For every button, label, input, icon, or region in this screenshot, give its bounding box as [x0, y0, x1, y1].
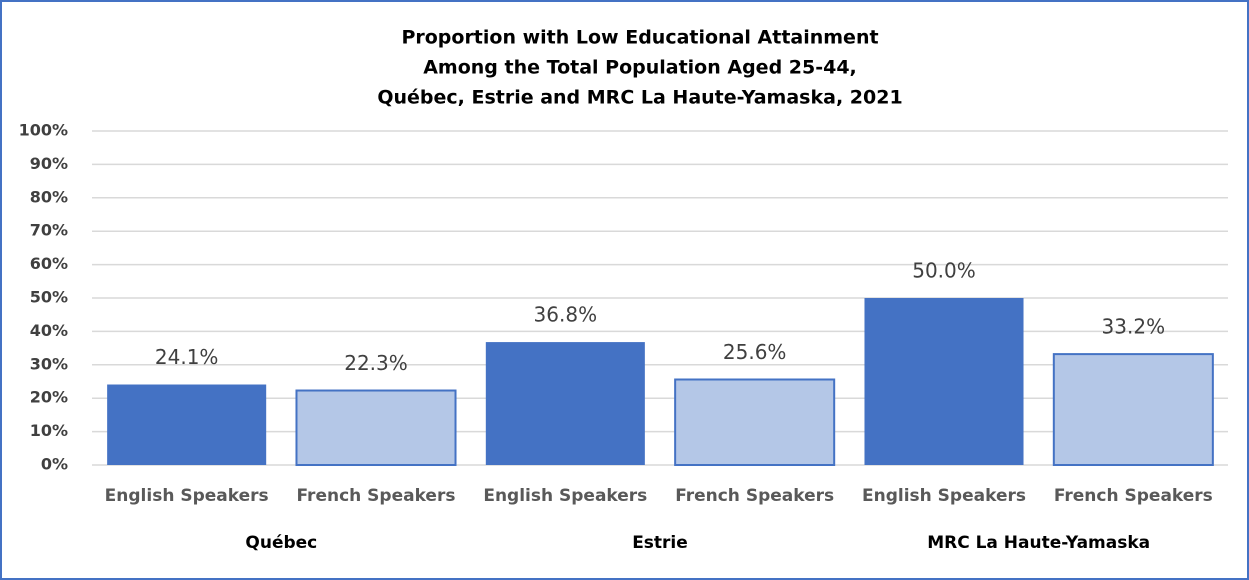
group-label: Québec — [245, 533, 317, 553]
data-label: 33.2% — [1102, 315, 1166, 339]
bar — [295, 389, 457, 467]
y-tick-label: 80% — [30, 187, 68, 206]
group-label: MRC La Haute-Yamaska — [927, 533, 1150, 553]
y-tick-label: 50% — [30, 288, 68, 307]
data-label: 25.6% — [723, 340, 787, 364]
y-tick-label: 10% — [30, 421, 68, 440]
y-tick-label: 60% — [30, 254, 68, 273]
data-label: 36.8% — [534, 303, 598, 327]
x-tick-label: French Speakers — [297, 486, 456, 506]
x-tick-label: English Speakers — [105, 486, 269, 506]
chart-title: Québec, Estrie and MRC La Haute-Yamaska,… — [377, 87, 902, 109]
chart-title: Among the Total Population Aged 25-44, — [423, 57, 857, 79]
y-tick-label: 0% — [41, 455, 68, 474]
bar — [107, 384, 267, 465]
data-label: 50.0% — [912, 259, 976, 283]
y-tick-label: 70% — [30, 221, 68, 240]
bar — [674, 378, 836, 466]
x-tick-label: English Speakers — [483, 486, 647, 506]
y-tick-label: 30% — [30, 354, 68, 373]
y-tick-label: 20% — [30, 388, 68, 407]
chart-title: Proportion with Low Educational Attainme… — [401, 27, 878, 49]
data-label: 22.3% — [344, 351, 408, 375]
x-tick-label: French Speakers — [1054, 486, 1213, 506]
y-tick-label: 100% — [19, 121, 68, 140]
bar — [1052, 353, 1214, 466]
bar — [864, 298, 1024, 465]
data-label: 24.1% — [155, 345, 219, 369]
x-tick-label: French Speakers — [675, 486, 834, 506]
group-label: Estrie — [632, 533, 688, 553]
y-tick-label: 40% — [30, 321, 68, 340]
bar — [485, 342, 645, 465]
y-tick-label: 90% — [30, 154, 68, 173]
x-tick-label: English Speakers — [862, 486, 1026, 506]
